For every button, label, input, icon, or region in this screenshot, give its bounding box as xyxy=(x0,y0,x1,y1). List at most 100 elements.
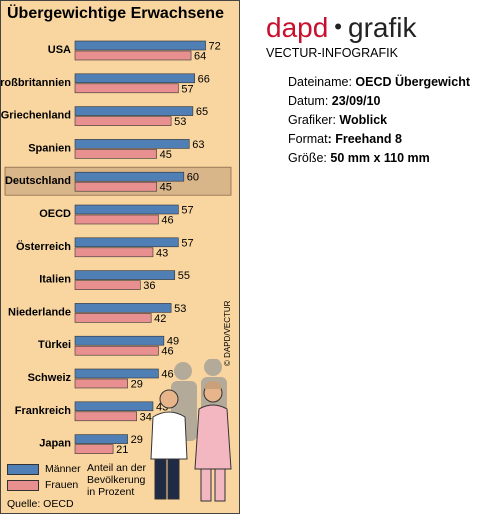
info-value: 50 mm x 110 mm xyxy=(330,151,430,165)
bar-women xyxy=(74,313,152,323)
info-value: Woblick xyxy=(339,113,388,127)
category-label: Griechenland xyxy=(1,110,71,122)
bar-men xyxy=(74,270,176,280)
info-label: Datum: xyxy=(288,94,332,108)
category-label: Großbritannien xyxy=(1,77,71,89)
bar-women xyxy=(74,378,128,389)
bar-chart: USA7264Großbritannien6657Griechenland655… xyxy=(1,40,232,456)
value-label: 53 xyxy=(174,303,186,315)
info-value: : Freehand 8 xyxy=(327,132,402,146)
value-label: 46 xyxy=(161,215,173,227)
category-label: USA xyxy=(48,44,71,56)
value-label: 29 xyxy=(131,434,143,446)
value-label: 42 xyxy=(154,313,166,325)
bar-men xyxy=(74,335,165,346)
unit-note-line: Anteil an der xyxy=(87,462,146,474)
info-label: Größe: xyxy=(288,151,331,165)
value-label: 66 xyxy=(198,73,210,85)
value-label: 45 xyxy=(160,149,172,161)
source-label: Quelle: OECD xyxy=(7,498,74,510)
bar-men xyxy=(74,106,194,116)
legend-swatch-men xyxy=(7,463,39,475)
category-label: Italien xyxy=(39,274,71,286)
bar-women xyxy=(74,83,179,94)
brand-name: dapd xyxy=(266,12,329,43)
category-label: Türkei xyxy=(38,339,71,351)
bar-men xyxy=(74,401,154,412)
value-label: 57 xyxy=(181,205,193,217)
bar-men xyxy=(74,368,159,379)
info-value: 23/09/10 xyxy=(331,94,381,108)
legend-item-women: Frauen xyxy=(7,477,81,493)
value-label: 36 xyxy=(143,280,155,292)
value-label: 29 xyxy=(131,379,143,391)
bar-men xyxy=(74,434,128,444)
category-label: Frankreich xyxy=(15,405,72,417)
brand-separator: • xyxy=(334,14,342,39)
value-label: 60 xyxy=(187,172,199,184)
value-label: 46 xyxy=(161,346,173,358)
info-label: Grafiker: xyxy=(288,113,340,127)
brand-subtitle: VECTUR-INFOGRAFIK xyxy=(266,46,398,60)
info-value: OECD Übergewicht xyxy=(355,75,471,89)
info-label: Format xyxy=(288,132,328,146)
value-label: 55 xyxy=(178,270,190,282)
info-row-artist: Grafiker: Woblick xyxy=(288,111,470,130)
bar-men xyxy=(74,204,179,215)
legend-label-women: Frauen xyxy=(45,479,79,491)
value-label: 57 xyxy=(181,83,193,95)
legend-item-men: Männer xyxy=(7,461,81,477)
bar-women xyxy=(74,247,154,258)
bar-women xyxy=(74,50,192,61)
bar-men xyxy=(74,139,190,149)
bar-women xyxy=(74,280,141,290)
bar-men xyxy=(74,73,195,84)
unit-note-line: Bevölkerung xyxy=(87,474,146,486)
legend-swatch-women xyxy=(7,479,39,491)
legend-label-men: Männer xyxy=(45,463,81,475)
category-label: Österreich xyxy=(16,240,71,253)
bar-women xyxy=(74,214,159,225)
info-row-size: Größe: 50 mm x 110 mm xyxy=(288,149,470,168)
unit-note: Anteil an der Bevölkerung in Prozent xyxy=(87,462,177,498)
value-label: 46 xyxy=(161,369,173,381)
value-label: 49 xyxy=(167,336,179,348)
value-label: 63 xyxy=(192,139,204,151)
value-label: 57 xyxy=(181,237,193,249)
category-label: Japan xyxy=(39,438,71,450)
value-label: 45 xyxy=(160,182,172,194)
bar-men xyxy=(74,237,179,248)
value-label: 34 xyxy=(140,411,152,423)
bar-women xyxy=(74,411,137,422)
category-label: OECD xyxy=(39,208,71,220)
bar-women xyxy=(74,116,172,126)
chart-title: Übergewichtige Erwachsene xyxy=(7,5,224,22)
bar-men xyxy=(74,40,206,51)
value-label: 72 xyxy=(209,41,221,53)
bar-women xyxy=(74,345,159,356)
people-illustration xyxy=(150,359,232,502)
info-row-format: Format: Freehand 8 xyxy=(288,130,470,149)
brand-suffix: grafik xyxy=(348,12,417,43)
value-label: 21 xyxy=(116,444,128,456)
bar-men xyxy=(74,303,172,313)
value-label: 43 xyxy=(156,247,168,259)
bar-women xyxy=(74,149,157,159)
bar-women xyxy=(74,444,114,454)
value-label: 65 xyxy=(196,106,208,118)
legend: Männer Frauen xyxy=(7,461,81,493)
bar-women xyxy=(74,181,157,192)
info-row-filename: Dateiname: OECD Übergewicht xyxy=(288,73,470,92)
category-label: Schweiz xyxy=(28,372,72,384)
brand-logo: dapd • grafik xyxy=(266,12,416,44)
info-row-date: Datum: 23/09/10 xyxy=(288,92,470,111)
brand-header: dapd • grafik VECTUR-INFOGRAFIK xyxy=(266,12,416,60)
unit-note-line: in Prozent xyxy=(87,486,135,498)
copyright-label: © DAPD/VECTUR xyxy=(223,300,232,366)
value-label: 64 xyxy=(194,51,206,63)
file-info: Dateiname: OECD Übergewicht Datum: 23/09… xyxy=(288,73,470,168)
bar-men xyxy=(74,171,185,182)
category-label: Deutschland xyxy=(5,175,71,187)
category-label: Spanien xyxy=(28,142,71,154)
